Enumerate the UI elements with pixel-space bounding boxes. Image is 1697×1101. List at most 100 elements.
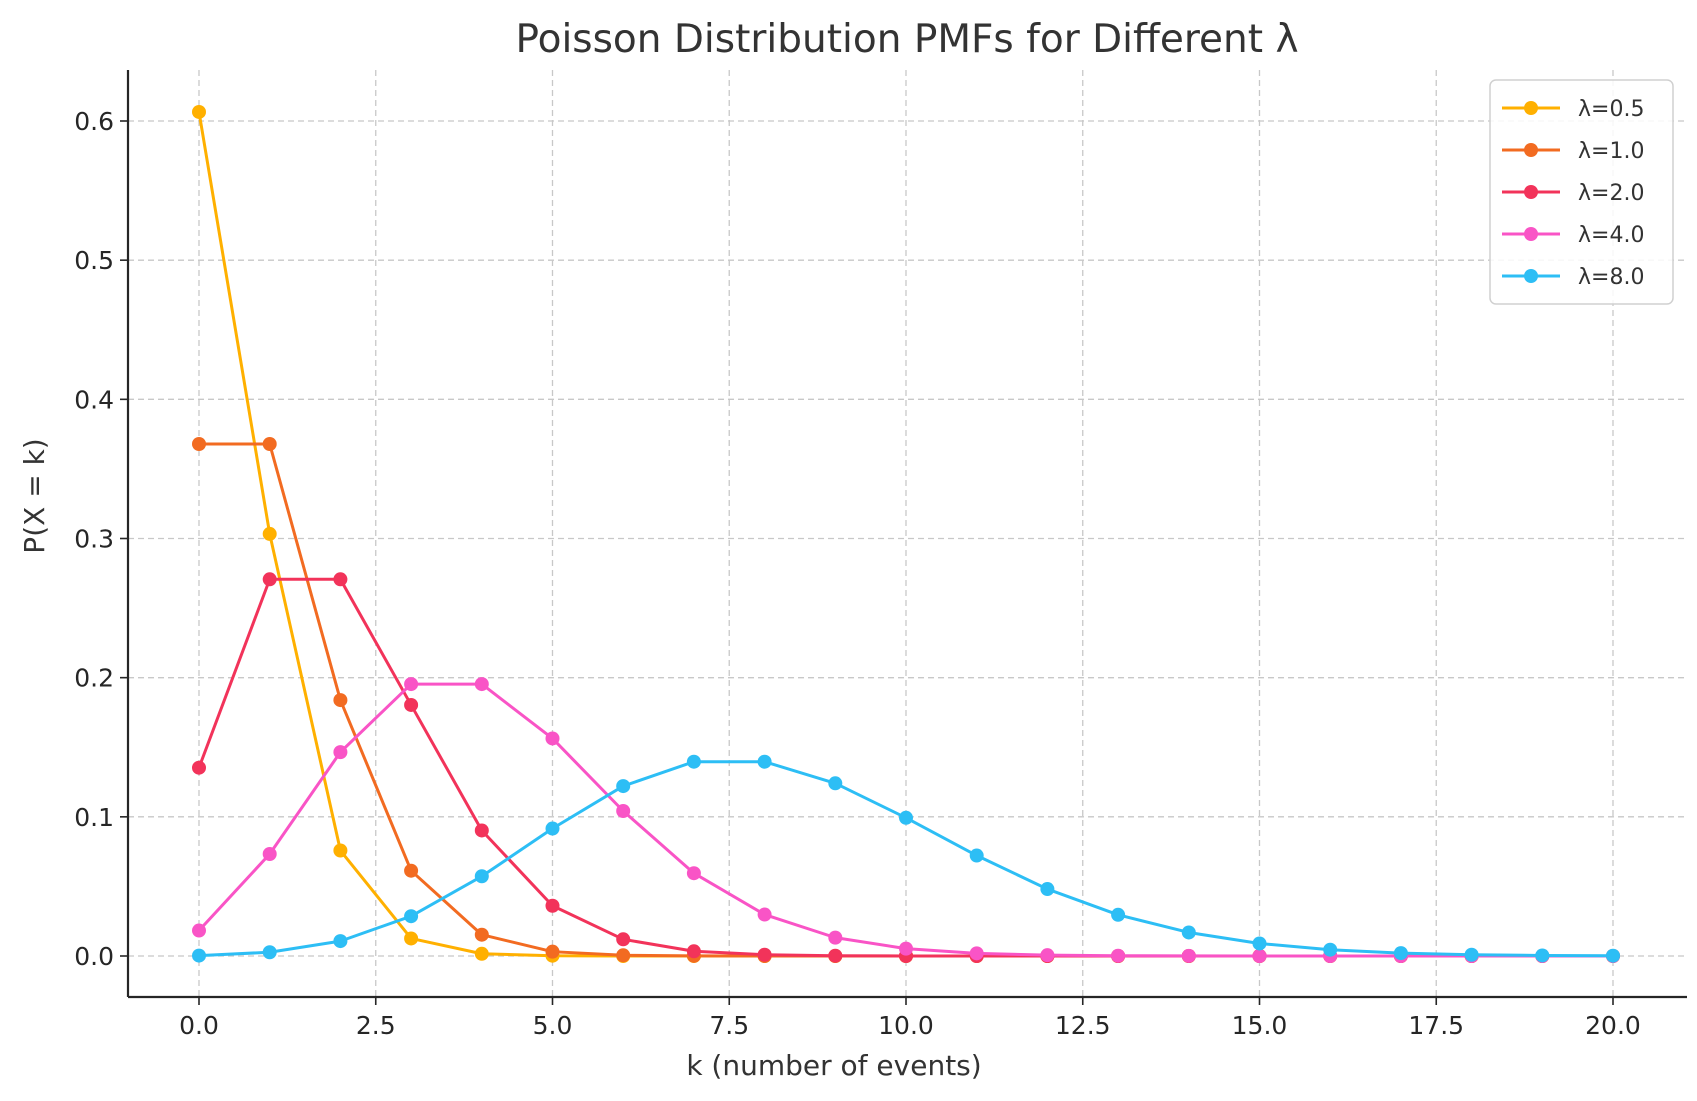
y-tick-label: 0.1 [74,803,114,832]
data-point [474,869,489,884]
data-point [1040,882,1055,897]
x-tick-label: 5.0 [533,1011,573,1040]
data-point [474,946,489,961]
data-point [192,437,206,452]
data-point [828,776,843,791]
data-point [757,754,772,769]
data-point [616,932,631,947]
x-tick-label: 17.5 [1408,1011,1464,1040]
legend-entry: λ=1.0 [1502,139,1644,164]
x-tick-label: 10.0 [878,1011,934,1040]
legend-entry: λ=2.0 [1502,181,1644,206]
data-point [333,693,348,708]
x-ticks: 0.0 2.5 5.0 7.5 10.0 12.5 15.0 17.5 20.0 [179,997,1641,1040]
data-point [1181,925,1196,940]
data-point [757,907,772,922]
data-point [899,941,913,956]
data-point [192,760,206,775]
y-axis-label: P(X = k) [18,438,51,553]
data-point [899,810,913,825]
chart-title: Poisson Distribution PMFs for Different … [515,17,1298,62]
data-point [404,697,419,712]
data-point [969,946,984,961]
data-point [192,948,206,963]
legend: λ=0.5 λ=1.0 λ=2.0 λ=4.0 λ=8.0 [1489,79,1674,305]
data-point [686,754,701,769]
data-point [616,803,631,818]
data-point [262,846,277,861]
data-point [1535,948,1550,963]
data-point [1111,948,1126,963]
y-tick-label: 0.4 [74,385,114,414]
y-ticks: 0.0 0.1 0.2 0.3 0.4 0.5 0.6 [74,107,128,971]
data-point [404,863,419,878]
y-tick-label: 0.0 [74,942,114,971]
data-point [262,437,277,452]
data-point [333,572,348,587]
data-point [333,843,348,858]
data-point [474,677,489,692]
data-point [192,104,206,119]
data-point [545,821,560,836]
data-point [616,948,631,963]
data-point [262,945,277,960]
data-point [1464,947,1479,962]
legend-entry: λ=8.0 [1502,265,1644,290]
data-point [1393,946,1408,961]
data-point [404,909,419,924]
data-point [404,677,419,692]
data-point [262,526,277,541]
data-point [969,848,984,863]
data-point [545,944,560,959]
data-point [828,948,843,963]
data-point [1040,948,1055,963]
legend-entry: λ=0.5 [1502,97,1644,122]
data-point [828,930,843,945]
data-point [757,947,772,962]
data-point [1252,936,1267,951]
data-point [686,866,701,881]
x-axis-label: k (number of events) [686,1049,981,1082]
data-point [404,931,419,946]
data-point [474,823,489,838]
data-point [545,731,560,746]
data-point [474,927,489,942]
x-tick-label: 15.0 [1232,1011,1288,1040]
y-tick-label: 0.5 [74,246,114,275]
series-λ=8.0 [192,754,1620,963]
legend-label: λ=4.0 [1578,223,1644,248]
legend-dot-marker [1524,227,1538,241]
legend-dot-marker [1524,101,1538,115]
legend-label: λ=8.0 [1578,265,1644,290]
data-point [1252,949,1267,963]
legend-label: λ=2.0 [1578,181,1644,206]
legend-entry: λ=4.0 [1502,223,1644,248]
data-point [1111,907,1126,922]
data-point [333,745,348,760]
x-tick-label: 2.5 [356,1011,396,1040]
legend-label: λ=0.5 [1578,97,1644,122]
data-point [1606,948,1620,963]
y-tick-label: 0.3 [74,525,114,554]
data-point [1181,948,1196,963]
legend-dot-marker [1524,185,1538,199]
x-tick-label: 20.0 [1585,1011,1641,1040]
series-group [192,104,1620,963]
data-point [333,934,348,949]
y-tick-label: 0.2 [74,664,114,693]
data-point [545,898,560,913]
legend-frame [1489,79,1674,305]
data-point [616,779,631,794]
legend-dot-marker [1524,269,1538,283]
data-point [686,944,701,959]
x-tick-label: 12.5 [1055,1011,1111,1040]
x-tick-label: 7.5 [709,1011,749,1040]
data-point [192,923,206,938]
legend-dot-marker [1524,143,1538,157]
data-point [262,572,277,587]
legend-label: λ=1.0 [1578,139,1644,164]
x-tick-label: 0.0 [179,1011,219,1040]
data-point [1323,942,1338,957]
